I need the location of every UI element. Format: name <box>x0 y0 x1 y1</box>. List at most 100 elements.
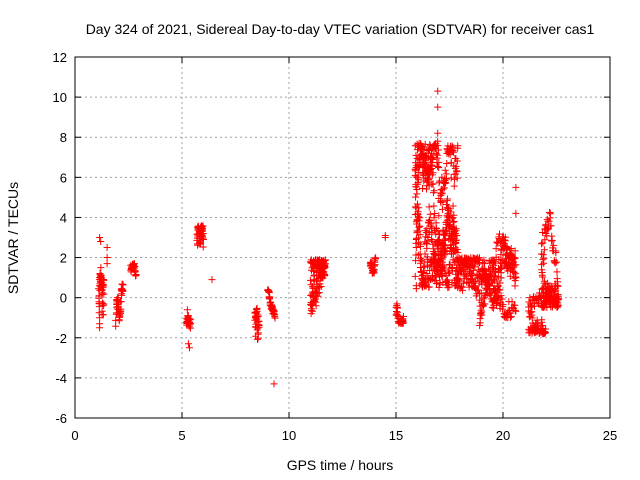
data-point <box>541 236 549 244</box>
data-point <box>100 300 108 308</box>
data-point <box>434 137 442 145</box>
x-tick-label: 25 <box>603 428 617 443</box>
data-point <box>426 152 434 160</box>
data-point <box>184 340 192 348</box>
data-point <box>442 175 450 183</box>
data-point <box>538 250 546 258</box>
data-point <box>539 273 547 281</box>
data-point <box>438 189 446 197</box>
data-point <box>453 168 461 176</box>
data-point <box>476 296 484 304</box>
data-point <box>479 264 487 272</box>
y-tick-label: 8 <box>60 130 67 145</box>
data-point <box>421 140 429 148</box>
data-point <box>425 283 433 291</box>
y-axis-ticks: -6 -4 -2 0 2 4 6 8 10 12 <box>53 50 610 426</box>
data-point <box>436 177 444 185</box>
data-point <box>416 264 424 272</box>
data-point <box>199 229 207 237</box>
data-point <box>495 230 503 238</box>
data-point <box>427 223 435 231</box>
data-point <box>511 247 519 255</box>
data-point <box>309 307 317 315</box>
x-tick-label: 5 <box>178 428 185 443</box>
data-point <box>312 262 320 270</box>
data-point <box>548 302 556 310</box>
data-point <box>512 209 520 217</box>
data-point <box>544 279 552 287</box>
data-point <box>450 148 458 156</box>
y-tick-label: -4 <box>55 371 67 386</box>
data-point <box>416 250 424 258</box>
data-point <box>433 280 441 288</box>
y-tick-label: 0 <box>60 291 67 306</box>
data-point <box>510 253 518 261</box>
data-point <box>424 163 432 171</box>
data-point <box>502 251 510 259</box>
data-point <box>119 281 127 289</box>
data-point <box>417 256 425 264</box>
data-point <box>450 247 458 255</box>
data-point <box>459 286 467 294</box>
data-point <box>416 240 424 248</box>
y-tick-label: 4 <box>60 210 67 225</box>
data-point <box>501 237 509 245</box>
data-point <box>460 279 468 287</box>
data-point <box>554 302 562 310</box>
data-point <box>445 283 453 291</box>
data-point <box>483 281 491 289</box>
data-point <box>132 271 140 279</box>
data-point <box>486 290 494 298</box>
data-point <box>411 272 419 280</box>
data-point <box>445 224 453 232</box>
data-point <box>429 169 437 177</box>
data-point <box>425 203 433 211</box>
data-point <box>495 256 503 264</box>
data-point <box>413 173 421 181</box>
data-point <box>421 151 429 159</box>
data-point <box>424 176 432 184</box>
data-point <box>512 307 520 315</box>
data-point <box>426 210 434 218</box>
data-point <box>199 235 207 243</box>
data-point <box>199 234 207 242</box>
data-point <box>541 329 549 337</box>
data-point <box>115 317 123 325</box>
data-point <box>429 189 437 197</box>
data-point <box>449 143 457 151</box>
data-point <box>454 268 462 276</box>
data-point <box>265 295 273 303</box>
x-axis-label: GPS time / hours <box>287 457 394 473</box>
data-point <box>434 103 442 111</box>
data-point <box>425 175 433 183</box>
data-point <box>493 298 501 306</box>
data-point <box>506 272 514 280</box>
x-tick-label: 15 <box>389 428 403 443</box>
data-point <box>254 335 262 343</box>
data-point <box>438 205 446 213</box>
data-point <box>470 278 478 286</box>
data-point <box>499 301 507 309</box>
data-point <box>441 166 449 174</box>
data-point <box>527 301 535 309</box>
data-point <box>533 299 541 307</box>
data-point <box>429 180 437 188</box>
data-point <box>97 238 105 246</box>
data-point <box>411 165 419 173</box>
data-point <box>412 193 420 201</box>
data-point <box>484 274 492 282</box>
data-point <box>444 207 452 215</box>
y-tick-label: -2 <box>55 331 67 346</box>
data-point <box>461 254 469 262</box>
data-point <box>412 285 420 293</box>
x-axis-ticks: 0 5 10 15 20 25 <box>71 57 617 443</box>
data-point <box>438 272 446 280</box>
data-point <box>440 231 448 239</box>
data-point <box>440 252 448 260</box>
data-point <box>552 287 560 295</box>
data-point <box>424 233 432 241</box>
data-point <box>315 289 323 297</box>
data-point <box>197 239 205 247</box>
data-point <box>452 162 460 170</box>
